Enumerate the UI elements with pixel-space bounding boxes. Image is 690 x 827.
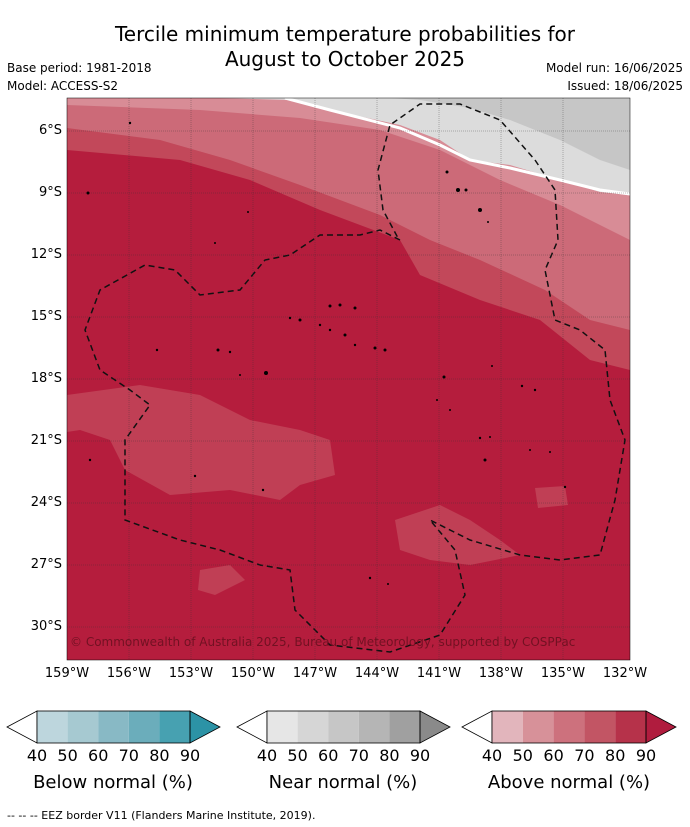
colorbar-below: [6, 710, 221, 744]
issued-date: Issued: 18/06/2025: [567, 79, 683, 93]
cb-near-max-arrow: [419, 710, 451, 744]
cb-above-bin-5: [615, 711, 646, 743]
cb-above-bin-1: [492, 711, 523, 743]
lat-label-12s: 12°S: [30, 247, 62, 262]
above-80-patch-south: [67, 385, 335, 500]
title-line-1: Tercile minimum temperature probabilitie…: [114, 22, 576, 46]
lon-label-141w: 141°W: [416, 666, 462, 681]
cb-below-tick: 60: [88, 746, 109, 765]
lon-label-144w: 144°W: [354, 666, 400, 681]
cb-near-bin-3: [328, 711, 359, 743]
cb-near-bin-4: [358, 711, 390, 743]
cb-below-bin-4: [128, 711, 160, 743]
lat-label-18s: 18°S: [30, 371, 62, 386]
islands: [86, 121, 567, 585]
lat-label-27s: 27°S: [30, 557, 62, 572]
cb-near-tick: 60: [318, 746, 339, 765]
cb-near-tick: 70: [348, 746, 369, 765]
cb-above-min-arrow: [461, 710, 493, 744]
near-60-region: [390, 98, 630, 170]
cb-above-tick: 50: [512, 746, 533, 765]
cb-below-tick: 70: [118, 746, 139, 765]
cb-below-max-arrow: [189, 710, 221, 744]
cb-near-bin-1: [267, 711, 298, 743]
cb-above-bin-4: [584, 711, 616, 743]
above-80-patch-sw: [198, 565, 245, 595]
cb-above-tick: 80: [605, 746, 626, 765]
lon-label-153w: 153°W: [168, 666, 214, 681]
lon-label-159w: 159°W: [44, 666, 90, 681]
base-period: Base period: 1981-2018: [7, 61, 152, 75]
eez-footnote: -- -- -- EEZ border V11 (Flanders Marine…: [7, 809, 316, 822]
cb-below-bin-1: [37, 711, 68, 743]
cb-above-max-arrow: [645, 710, 677, 744]
cb-near-bin-2: [297, 711, 329, 743]
cb-above-title: Above normal (%): [487, 772, 651, 793]
lat-label-24s: 24°S: [30, 495, 62, 510]
cb-near-tick: 90: [409, 746, 431, 765]
meta-right: Model run: 16/06/2025 Issued: 18/06/2025: [546, 59, 683, 95]
lon-label-147w: 147°W: [292, 666, 338, 681]
cb-near-tick: 40: [256, 746, 278, 765]
lat-label-15s: 15°S: [30, 309, 62, 324]
above-80-patch-se: [535, 486, 568, 508]
cb-below-tick: 40: [26, 746, 48, 765]
meta-left: Base period: 1981-2018 Model: ACCESS-S2: [7, 59, 152, 95]
near-boundary-line: [284, 98, 630, 196]
probability-field: © Commonwealth of Australia 2025, Bureau…: [67, 98, 630, 660]
cb-near-tick: 80: [379, 746, 400, 765]
cb-below-bin-5: [159, 711, 190, 743]
model-name: Model: ACCESS-S2: [7, 79, 119, 93]
cb-below-tick: 50: [57, 746, 78, 765]
lon-label-150w: 150°W: [230, 666, 276, 681]
graticule: [67, 98, 630, 660]
cb-below-title: Below normal (%): [33, 772, 193, 793]
lon-label-135w: 135°W: [540, 666, 586, 681]
above-80-patch-central: [395, 505, 520, 565]
lat-label-21s: 21°S: [30, 433, 62, 448]
model-run: Model run: 16/06/2025: [545, 61, 683, 75]
map-frame: [66, 97, 631, 661]
cb-above-tick: 60: [543, 746, 564, 765]
cb-near-title: Near normal (%): [268, 772, 418, 793]
lat-label-9s: 9°S: [38, 185, 62, 200]
cb-below-tick: 90: [179, 746, 201, 765]
cb-above-tick: 90: [635, 746, 657, 765]
lat-label-30s: 30°S: [30, 619, 62, 634]
cb-above-tick: 40: [481, 746, 503, 765]
colorbar-above: [461, 710, 677, 744]
lon-label-132w: 132°W: [602, 666, 648, 681]
cb-below-min-arrow: [6, 710, 38, 744]
lon-label-138w: 138°W: [478, 666, 524, 681]
cb-near-tick: 50: [287, 746, 308, 765]
colorbar-near: [236, 710, 451, 744]
lat-label-6s: 6°S: [38, 123, 62, 138]
cb-above-tick: 70: [574, 746, 595, 765]
copyright-text: © Commonwealth of Australia 2025, Bureau…: [70, 635, 575, 649]
map-title: Tercile minimum temperature probabilitie…: [0, 22, 690, 72]
title-line-2: August to October 2025: [224, 47, 466, 71]
cb-above-bin-2: [522, 711, 554, 743]
cb-near-bin-5: [389, 711, 420, 743]
cb-below-bin-3: [98, 711, 129, 743]
lon-label-156w: 156°W: [106, 666, 152, 681]
cb-below-tick: 80: [149, 746, 170, 765]
cb-near-min-arrow: [236, 710, 268, 744]
cb-above-bin-3: [553, 711, 585, 743]
cb-below-bin-2: [67, 711, 99, 743]
